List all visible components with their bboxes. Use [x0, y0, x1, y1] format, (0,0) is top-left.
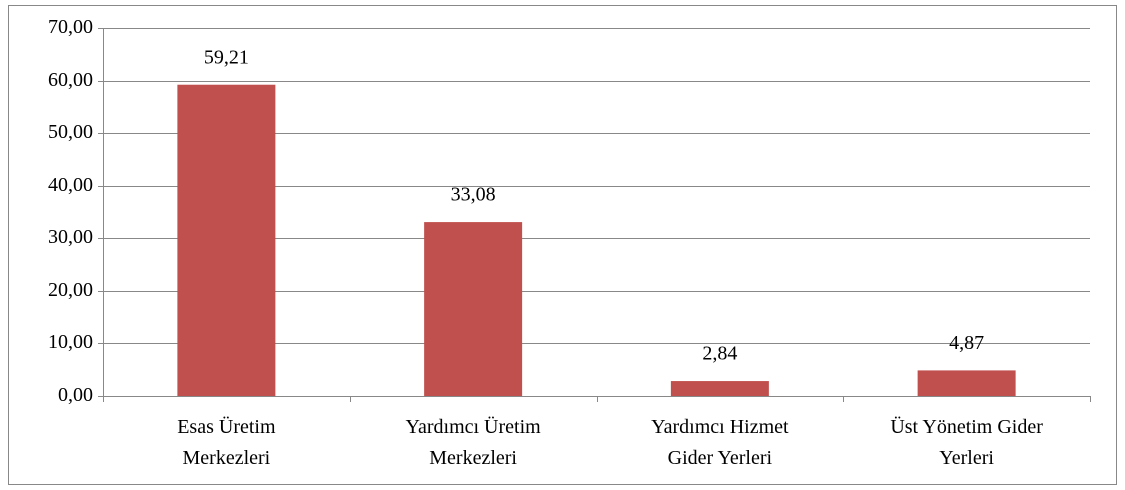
value-label: 33,08 — [451, 184, 496, 206]
y-tick-label: 30,00 — [48, 226, 93, 248]
bar — [917, 370, 1016, 396]
x-tick-label: Esas Üretim Merkezleri — [177, 416, 276, 469]
y-tick-label: 40,00 — [48, 174, 93, 196]
value-label: 4,87 — [949, 332, 984, 354]
x-tick-label: Yardımcı Hizmet Gider Yerleri — [651, 416, 789, 469]
y-tick-label: 0,00 — [58, 384, 93, 406]
chart-border — [8, 5, 1117, 485]
value-label: 59,21 — [204, 46, 249, 68]
bar — [670, 381, 769, 396]
bar — [424, 222, 523, 396]
x-tick-label: Üst Yönetim Gider Yerleri — [890, 416, 1043, 469]
value-label: 2,84 — [702, 343, 737, 365]
bar — [177, 84, 276, 396]
y-tick-label: 60,00 — [48, 69, 93, 91]
y-tick-label: 20,00 — [48, 279, 93, 301]
x-tick-label: Yardımcı Üretim Merkezleri — [405, 416, 541, 469]
y-tick-label: 70,00 — [48, 16, 93, 38]
y-tick-label: 10,00 — [48, 331, 93, 353]
y-tick-label: 50,00 — [48, 121, 93, 143]
